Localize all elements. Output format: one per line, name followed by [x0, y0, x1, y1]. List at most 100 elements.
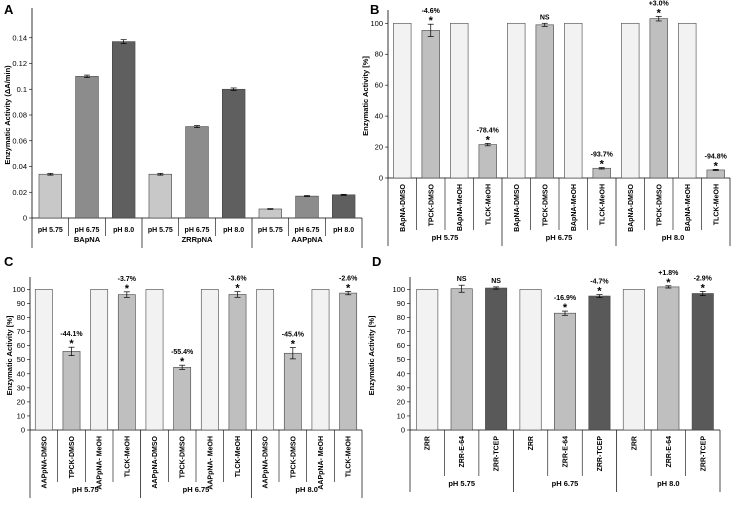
- x-tick-label: ZRR-TCEP: [597, 436, 604, 472]
- bar: [331, 194, 356, 219]
- x-tick-label: AAPpNA-DMSO: [41, 435, 48, 488]
- bar: [311, 289, 330, 431]
- significance-star: *: [701, 282, 706, 294]
- bar: [535, 24, 554, 179]
- y-tick-label: 90: [17, 299, 25, 308]
- x-tick-label: ZRR-TCEP: [494, 436, 501, 472]
- x-tick-label: BApNA-DMSO: [400, 183, 407, 231]
- chart-panel-b: B 0 20 40 60 80 100 Enzymatic Activity [%] BApNA…: [361, 0, 731, 246]
- significance-label: NS: [457, 276, 467, 283]
- percent-change-label: -45.4%: [282, 332, 305, 339]
- group-label: pH 8.0: [662, 233, 685, 242]
- y-axis-label: Enzymatic Activity [%]: [367, 315, 376, 395]
- bar: [145, 289, 164, 431]
- chart-panel-a: A 0 0.02 0.04 0.06 0.08 0.1 0.12 0.14 Enzymatic A…: [3, 2, 363, 248]
- bar: [657, 286, 680, 431]
- y-axis-label: Enzymatic Activity (ΔA/min): [3, 65, 12, 165]
- bar: [450, 288, 473, 431]
- x-tick-label: pH 6.75: [185, 227, 210, 234]
- x-tick-label: AAPpNA- MeOH: [318, 436, 325, 490]
- y-axis-label: Enzymatic Activity [%]: [5, 315, 14, 395]
- significance-star: *: [125, 283, 130, 295]
- y-tick-label: 0: [21, 426, 25, 435]
- bar: [34, 289, 53, 431]
- y-tick-label: 20: [397, 397, 405, 406]
- y-tick-label: 40: [397, 369, 405, 378]
- bar: [421, 30, 440, 179]
- significance-star: *: [563, 302, 568, 314]
- percent-change-label: -2.6%: [339, 275, 358, 282]
- y-tick-label: 90: [397, 299, 405, 308]
- percent-change-label: -78.4%: [477, 127, 500, 134]
- y-tick-label: 100: [370, 19, 383, 28]
- bar: [173, 367, 192, 431]
- x-tick-label: BApNA-DMSO: [628, 183, 635, 231]
- group-label: pH 8.0: [295, 485, 318, 494]
- panel-letter: A: [4, 2, 14, 17]
- bar: [622, 289, 645, 431]
- bar: [228, 294, 247, 431]
- y-tick-label: 0.12: [12, 59, 27, 68]
- x-tick-label: ZRR: [425, 436, 432, 450]
- x-tick-label: TPCK-DMSO: [428, 183, 435, 226]
- x-tick-label: pH 8.0: [113, 227, 134, 234]
- y-tick-label: 30: [17, 383, 25, 392]
- x-tick-label: TLCK-MeOH: [713, 184, 720, 225]
- x-tick-label: TPCK-DMSO: [542, 183, 549, 226]
- y-tick-label: 80: [375, 50, 383, 59]
- bar: [222, 88, 246, 219]
- y-tick-label: 0.04: [12, 162, 27, 171]
- x-tick-label: AAPpNA- MeOH: [207, 436, 214, 490]
- group-label: pH 5.75: [432, 233, 459, 242]
- significance-star: *: [429, 15, 434, 27]
- percent-change-label: +3.0%: [649, 0, 670, 7]
- percent-change-label: -4.7%: [590, 279, 609, 286]
- bar: [678, 22, 697, 179]
- group-label: BApNA: [74, 235, 101, 244]
- x-tick-label: pH 5.75: [38, 227, 63, 234]
- y-tick-label: 60: [375, 81, 383, 90]
- bar: [416, 289, 439, 431]
- bar: [295, 195, 319, 219]
- percent-change-label: -16.9%: [554, 295, 577, 302]
- percent-change-label: -93.7%: [591, 151, 614, 158]
- x-tick-label: TPCK-DMSO: [290, 435, 297, 478]
- y-tick-label: 0: [401, 426, 405, 435]
- x-tick-label: pH 5.75: [148, 227, 173, 234]
- x-tick-label: TPCK-DMSO: [180, 435, 187, 478]
- chart-panel-c: C 0 10 20 30 40 50 60 70 80 90 100 Enzymatic Activit…: [4, 254, 363, 498]
- bar: [339, 292, 358, 431]
- group-label: pH 6.75: [552, 479, 579, 488]
- y-tick-label: 0.14: [12, 33, 27, 42]
- y-tick-label: 40: [17, 369, 25, 378]
- bar: [112, 41, 136, 219]
- bar: [649, 18, 668, 179]
- y-tick-label: 60: [17, 341, 25, 350]
- significance-star: *: [291, 339, 296, 351]
- x-tick-label: ZRR-E-64: [666, 436, 673, 468]
- y-tick-label: 0.02: [12, 188, 27, 197]
- x-tick-label: pH 5.75: [258, 227, 283, 234]
- group-label: pH 6.75: [183, 485, 210, 494]
- bar: [554, 312, 576, 431]
- bar: [621, 22, 640, 179]
- y-tick-label: 0: [23, 214, 27, 223]
- group-label: AAPpNA: [291, 235, 323, 244]
- y-tick-label: 50: [397, 355, 405, 364]
- x-tick-label: TPCK-DMSO: [69, 435, 76, 478]
- x-tick-label: BApNA-MeOH: [571, 184, 578, 231]
- x-tick-label: pH 6.75: [295, 227, 320, 234]
- y-tick-label: 0.1: [17, 85, 27, 94]
- x-tick-label: ZRR-E-64: [459, 436, 466, 468]
- bar: [90, 289, 109, 431]
- significance-star: *: [346, 282, 351, 294]
- x-tick-label: pH 6.75: [75, 227, 100, 234]
- x-tick-label: BApNA-MeOH: [685, 184, 692, 231]
- y-tick-label: 80: [17, 313, 25, 322]
- x-tick-label: TLCK-MeOH: [235, 436, 242, 477]
- y-tick-label: 0.08: [12, 111, 27, 120]
- significance-label: NS: [491, 278, 501, 285]
- bar: [564, 22, 583, 179]
